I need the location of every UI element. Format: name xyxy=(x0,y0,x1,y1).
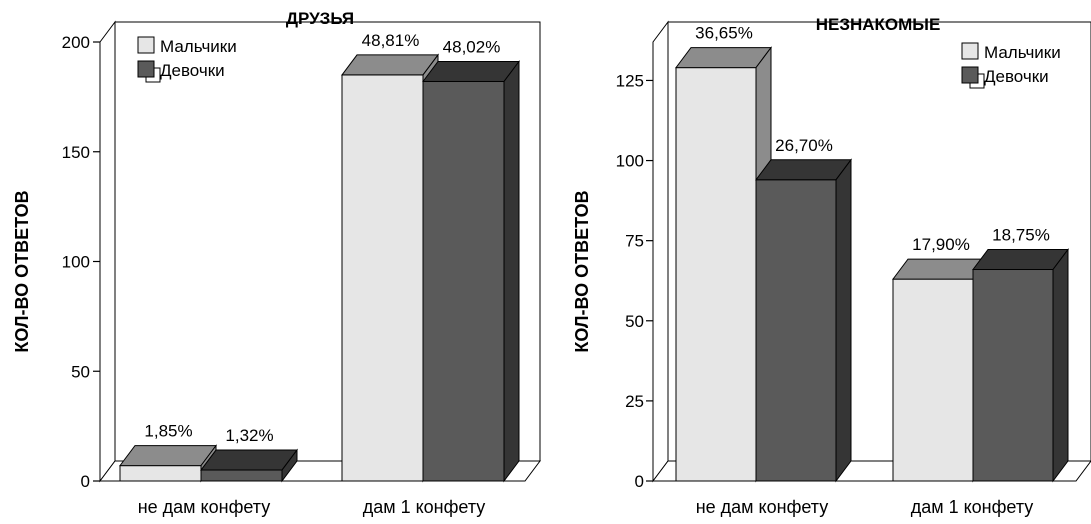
bar-front xyxy=(675,67,757,482)
legend: Мальчики Девочки xyxy=(961,42,1061,89)
bar xyxy=(972,248,1069,483)
side-wall xyxy=(99,20,116,483)
legend-label: Мальчики xyxy=(984,43,1061,62)
bar-top xyxy=(972,249,1069,271)
y-axis-label: КОЛ-ВО ОТВЕТОВ xyxy=(572,190,592,352)
y-tick-label: 200 xyxy=(62,33,90,52)
bar-side xyxy=(835,158,852,483)
bar-front xyxy=(341,74,424,482)
bar-side xyxy=(503,60,520,483)
data-label: 17,90% xyxy=(912,235,970,254)
y-tick-label: 150 xyxy=(62,143,90,162)
y-tick-label: 0 xyxy=(81,472,90,491)
legend-swatch xyxy=(137,36,155,54)
x-tick-label: дам 1 конфету xyxy=(363,497,486,517)
bar-top xyxy=(422,61,520,83)
y-tick-label: 25 xyxy=(625,392,644,411)
legend-label: Мальчики xyxy=(160,37,237,56)
bar-front xyxy=(422,81,505,482)
data-label: 1,32% xyxy=(225,426,273,445)
bar-top xyxy=(119,445,217,467)
y-tick-label: 125 xyxy=(616,71,644,90)
legend-label: Девочки xyxy=(160,61,225,80)
legend-swatch xyxy=(961,42,979,60)
bar-top xyxy=(341,54,439,76)
bar-front xyxy=(119,465,202,482)
y-tick-label: 100 xyxy=(62,253,90,272)
y-axis-label: КОЛ-ВО ОТВЕТОВ xyxy=(12,190,32,352)
y-tick-label: 50 xyxy=(625,312,644,331)
y-tick-label: 75 xyxy=(625,232,644,251)
chart-title: НЕЗНАКОМЫЕ xyxy=(816,15,941,34)
data-label: 48,81% xyxy=(362,31,420,50)
bar-top xyxy=(755,159,852,181)
data-label: 1,85% xyxy=(144,422,192,441)
bar xyxy=(422,60,520,483)
legend-swatch xyxy=(961,66,979,84)
x-tick-label: дам 1 конфету xyxy=(911,497,1034,517)
bar-front xyxy=(200,469,283,482)
bar-front xyxy=(892,278,974,482)
bar-side xyxy=(281,448,298,483)
data-label: 26,70% xyxy=(775,136,833,155)
chart-2: 0 25 50 75 100 125 НЕЗНАКОМЫЕ КОЛ-ВО ОТВЕТОВ 36,… xyxy=(572,15,1091,517)
legend-label: Девочки xyxy=(984,67,1049,86)
data-label: 36,65% xyxy=(695,24,753,43)
y-tick-label: 50 xyxy=(71,362,90,381)
legend-swatch xyxy=(137,60,155,78)
bar-front xyxy=(755,179,837,482)
x-tick-label: не дам конфету xyxy=(696,497,829,517)
bar xyxy=(755,158,852,483)
chart-1: 0 50 100 150 200 ДРУЗЬЯ КОЛ-ВО ОТВЕТОВ 1,85% 1,3… xyxy=(12,9,541,517)
data-label: 48,02% xyxy=(443,38,501,57)
chart-title: ДРУЗЬЯ xyxy=(286,9,354,28)
x-tick-label: не дам конфету xyxy=(138,497,271,517)
bar-front xyxy=(972,269,1054,482)
bar-side xyxy=(1052,248,1069,483)
side-wall xyxy=(652,20,669,483)
data-label: 18,75% xyxy=(992,226,1050,245)
bar-top xyxy=(675,47,772,69)
bar-top xyxy=(200,449,298,471)
y-tick-label: 100 xyxy=(616,152,644,171)
bar xyxy=(200,448,298,483)
y-tick-label: 0 xyxy=(635,472,644,491)
legend: Мальчики Девочки xyxy=(137,36,237,83)
